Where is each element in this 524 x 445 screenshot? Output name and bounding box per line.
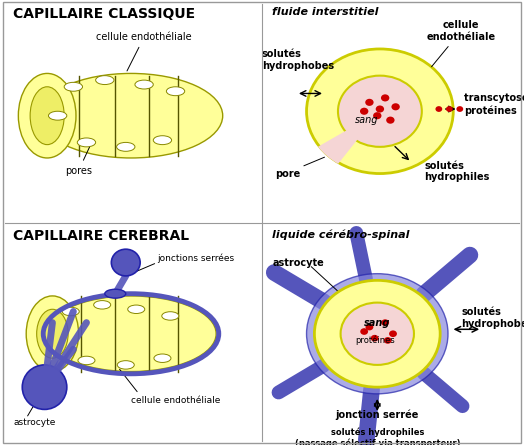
Ellipse shape	[154, 354, 171, 362]
Circle shape	[373, 112, 381, 119]
Circle shape	[391, 103, 400, 110]
Text: astrocyte: astrocyte	[13, 418, 56, 427]
Ellipse shape	[26, 296, 79, 372]
Ellipse shape	[46, 296, 216, 372]
Text: cellule endothéliale: cellule endothéliale	[96, 32, 192, 71]
Ellipse shape	[78, 138, 96, 147]
Ellipse shape	[22, 365, 67, 409]
Text: solutés
hydrophobes: solutés hydrophobes	[461, 307, 524, 329]
Ellipse shape	[111, 249, 140, 276]
Text: fluide interstitiel: fluide interstitiel	[272, 7, 379, 16]
Circle shape	[370, 335, 378, 342]
Text: liquide cérébro-spinal: liquide cérébro-spinal	[272, 229, 410, 240]
Text: jonctions serrées: jonctions serrées	[157, 253, 234, 263]
Ellipse shape	[128, 305, 145, 313]
Text: protéines: protéines	[355, 336, 395, 345]
Text: pores: pores	[65, 145, 92, 175]
Text: astrocyte: astrocyte	[272, 258, 324, 267]
Circle shape	[376, 105, 384, 113]
Ellipse shape	[117, 360, 134, 369]
Ellipse shape	[64, 82, 83, 91]
Text: jonction serrée: jonction serrée	[335, 409, 419, 420]
Circle shape	[366, 324, 373, 330]
Ellipse shape	[62, 307, 79, 316]
Circle shape	[386, 117, 395, 124]
Ellipse shape	[78, 356, 95, 365]
Ellipse shape	[167, 87, 185, 96]
Text: transcytose de
protéines: transcytose de protéines	[464, 93, 524, 116]
Ellipse shape	[39, 73, 223, 158]
Circle shape	[381, 319, 389, 326]
Ellipse shape	[48, 111, 67, 120]
Text: pore: pore	[276, 169, 301, 178]
Ellipse shape	[153, 136, 172, 145]
Circle shape	[389, 330, 397, 337]
Text: CAPILLAIRE CLASSIQUE: CAPILLAIRE CLASSIQUE	[13, 7, 195, 20]
Text: cellule
endothéliale: cellule endothéliale	[427, 20, 496, 67]
Ellipse shape	[105, 289, 126, 298]
Ellipse shape	[96, 76, 114, 85]
Circle shape	[307, 274, 448, 394]
Circle shape	[365, 99, 374, 106]
Circle shape	[381, 94, 389, 101]
Circle shape	[456, 106, 463, 112]
Text: solutés hydrophiles
(passage sélectif via transporteur): solutés hydrophiles (passage sélectif vi…	[294, 427, 460, 445]
Circle shape	[435, 106, 442, 112]
Circle shape	[446, 106, 453, 112]
Ellipse shape	[162, 312, 179, 320]
Circle shape	[361, 328, 368, 335]
Circle shape	[314, 280, 440, 387]
Ellipse shape	[135, 80, 154, 89]
Text: CAPILLAIRE CEREBRAL: CAPILLAIRE CEREBRAL	[13, 229, 189, 243]
Circle shape	[307, 49, 453, 174]
Ellipse shape	[18, 73, 76, 158]
Circle shape	[338, 76, 422, 147]
Ellipse shape	[30, 87, 64, 145]
Text: solutés
hydrophiles: solutés hydrophiles	[424, 161, 490, 182]
Text: sang: sang	[355, 115, 378, 125]
Ellipse shape	[116, 142, 135, 151]
Circle shape	[384, 337, 391, 344]
Text: solutés
hydrophobes: solutés hydrophobes	[262, 49, 334, 71]
Ellipse shape	[94, 301, 111, 309]
Ellipse shape	[37, 309, 68, 358]
Text: cellule endothéliale: cellule endothéliale	[131, 396, 221, 405]
Circle shape	[360, 108, 368, 115]
Wedge shape	[318, 111, 380, 164]
Text: sang: sang	[364, 318, 390, 328]
Circle shape	[341, 303, 414, 365]
